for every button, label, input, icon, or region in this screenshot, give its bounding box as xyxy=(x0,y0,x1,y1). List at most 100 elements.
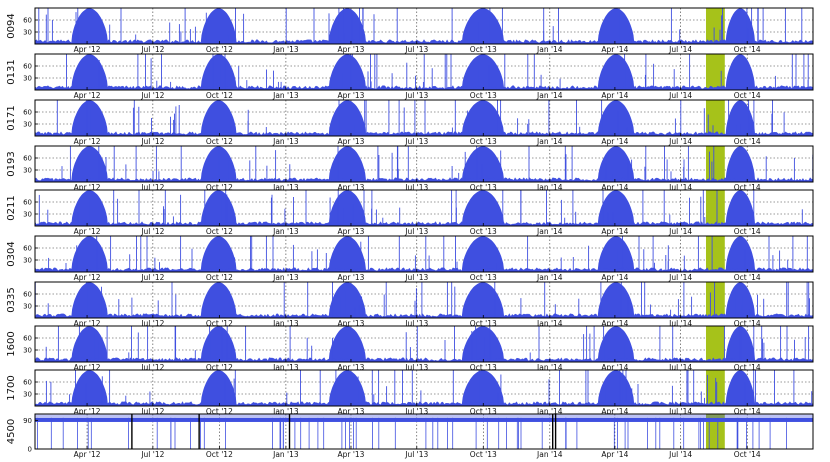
x-tick-label: Jul '14 xyxy=(668,91,692,100)
x-tick-label: Jan '14 xyxy=(536,183,563,192)
x-tick-label: Jul '12 xyxy=(140,227,164,236)
seasonal-peak-area xyxy=(200,100,237,136)
seasonal-peak-area xyxy=(461,370,505,406)
panel-background xyxy=(35,100,813,136)
series-band-upper xyxy=(35,414,813,418)
x-tick-label: Jul '13 xyxy=(404,227,428,236)
seasonal-peak-area xyxy=(461,8,505,44)
seasonal-peak-area xyxy=(71,100,108,136)
x-tick-label: Apr '14 xyxy=(601,450,628,459)
x-tick-label: Apr '13 xyxy=(337,450,364,459)
panel-0171: 30 60 0171 Apr '12 Jul '12 Oct '12 Jan '13 Apr … xyxy=(6,99,814,146)
x-tick-label: Apr '13 xyxy=(337,183,364,192)
panel-background xyxy=(35,370,813,406)
panel-0304: 30 60 0304 Apr '12 Jul '12 Oct '12 Jan '13 Apr … xyxy=(6,235,814,282)
x-tick-label: Jul '14 xyxy=(668,45,692,54)
x-tick-label: Jul '12 xyxy=(140,407,164,416)
x-tick-label: Oct '14 xyxy=(734,137,761,146)
x-tick-label: Oct '12 xyxy=(206,363,233,372)
seasonal-peak-area xyxy=(461,190,505,226)
x-tick-label: Apr '14 xyxy=(601,273,628,282)
y-tick-label: 30 xyxy=(23,257,32,265)
x-tick-label: Oct '14 xyxy=(734,450,761,459)
seasonal-peak-area xyxy=(328,370,367,406)
seasonal-peak-area xyxy=(200,54,237,90)
seasonal-peak-area xyxy=(461,54,505,90)
x-tick-label: Oct '14 xyxy=(734,183,761,192)
seasonal-peak-area xyxy=(725,190,756,226)
y-tick-label: 30 xyxy=(23,29,32,37)
y-tick-label: 0 xyxy=(28,446,32,454)
gap-highlight-span xyxy=(705,236,725,272)
panel-background xyxy=(35,190,813,226)
seasonal-peak-area xyxy=(71,190,108,226)
gap-highlight-span xyxy=(705,414,725,449)
seasonal-peak-area xyxy=(200,8,237,44)
x-tick-label: Jul '14 xyxy=(668,407,692,416)
x-tick-label: Oct '12 xyxy=(206,273,233,282)
y-tick-label: 90 xyxy=(23,417,32,425)
x-tick-label: Apr '13 xyxy=(337,273,364,282)
seasonal-peak-area xyxy=(597,54,635,90)
seasonal-peak-area xyxy=(725,146,756,182)
x-tick-label: Jan '13 xyxy=(272,91,299,100)
y-tick-label: 30 xyxy=(23,347,32,355)
x-tick-label: Oct '12 xyxy=(206,227,233,236)
seasonal-peak-area xyxy=(725,236,756,272)
x-tick-label: Apr '12 xyxy=(74,137,101,146)
x-tick-label: Oct '12 xyxy=(206,319,233,328)
y-tick-label: 30 xyxy=(23,75,32,83)
seasonal-peak-area xyxy=(71,282,108,318)
panel-4500: 0 90 4500 Apr '12 Jul '12 Oct '12 Jan '13 Apr '… xyxy=(6,413,814,459)
x-tick-label: Oct '14 xyxy=(734,363,761,372)
x-tick-label: Oct '12 xyxy=(206,91,233,100)
x-tick-label: Oct '14 xyxy=(734,319,761,328)
seasonal-peak-area xyxy=(597,100,635,136)
panel-ylabel: 1700 xyxy=(6,375,17,400)
x-tick-label: Jan '14 xyxy=(536,407,563,416)
seasonal-peak-area xyxy=(328,282,367,318)
baseline-series-area xyxy=(34,85,814,91)
panel-0094: 30 60 0094 Apr '12 Jul '12 Oct '12 Jan '13 Apr … xyxy=(6,7,814,54)
x-tick-label: Jul '14 xyxy=(668,183,692,192)
baseline-series-area xyxy=(34,401,814,407)
seasonal-peak-area xyxy=(71,370,108,406)
y-tick-label: 60 xyxy=(23,245,32,253)
x-tick-label: Jan '13 xyxy=(272,45,299,54)
panel-ylabel: 0171 xyxy=(6,105,17,130)
panel-0193: 30 60 0193 Apr '12 Jul '12 Oct '12 Jan '13 Apr … xyxy=(6,145,814,192)
panel-frame xyxy=(34,99,814,137)
x-tick-label: Oct '13 xyxy=(470,407,497,416)
x-tick-label: Oct '13 xyxy=(470,319,497,328)
x-tick-label: Apr '12 xyxy=(74,45,101,54)
seasonal-peak-area xyxy=(328,8,367,44)
x-tick-label: Jan '14 xyxy=(536,319,563,328)
x-tick-label: Apr '13 xyxy=(337,45,364,54)
seasonal-peak-area xyxy=(461,236,505,272)
x-tick-label: Jul '13 xyxy=(404,137,428,146)
x-tick-label: Apr '13 xyxy=(337,319,364,328)
x-tick-label: Apr '14 xyxy=(601,91,628,100)
x-tick-label: Oct '14 xyxy=(734,227,761,236)
seasonal-peak-area xyxy=(597,282,635,318)
x-tick-label: Apr '12 xyxy=(74,183,101,192)
x-tick-label: Jan '13 xyxy=(272,407,299,416)
x-tick-label: Apr '14 xyxy=(601,319,628,328)
x-tick-label: Jul '12 xyxy=(140,183,164,192)
x-tick-label: Jul '13 xyxy=(404,363,428,372)
seasonal-peak-area xyxy=(328,54,367,90)
x-tick-label: Jul '12 xyxy=(140,363,164,372)
y-tick-label: 60 xyxy=(23,17,32,25)
x-tick-label: Apr '13 xyxy=(337,363,364,372)
x-tick-label: Apr '12 xyxy=(74,319,101,328)
x-tick-label: Jul '13 xyxy=(404,91,428,100)
y-tick-label: 30 xyxy=(23,211,32,219)
seasonal-peak-area xyxy=(461,100,505,136)
panel-background xyxy=(35,8,813,44)
x-tick-label: Jul '13 xyxy=(404,319,428,328)
seasonal-peak-area xyxy=(328,100,367,136)
seasonal-peak-area xyxy=(725,370,756,406)
x-tick-label: Apr '14 xyxy=(601,183,628,192)
y-tick-label: 60 xyxy=(23,63,32,71)
